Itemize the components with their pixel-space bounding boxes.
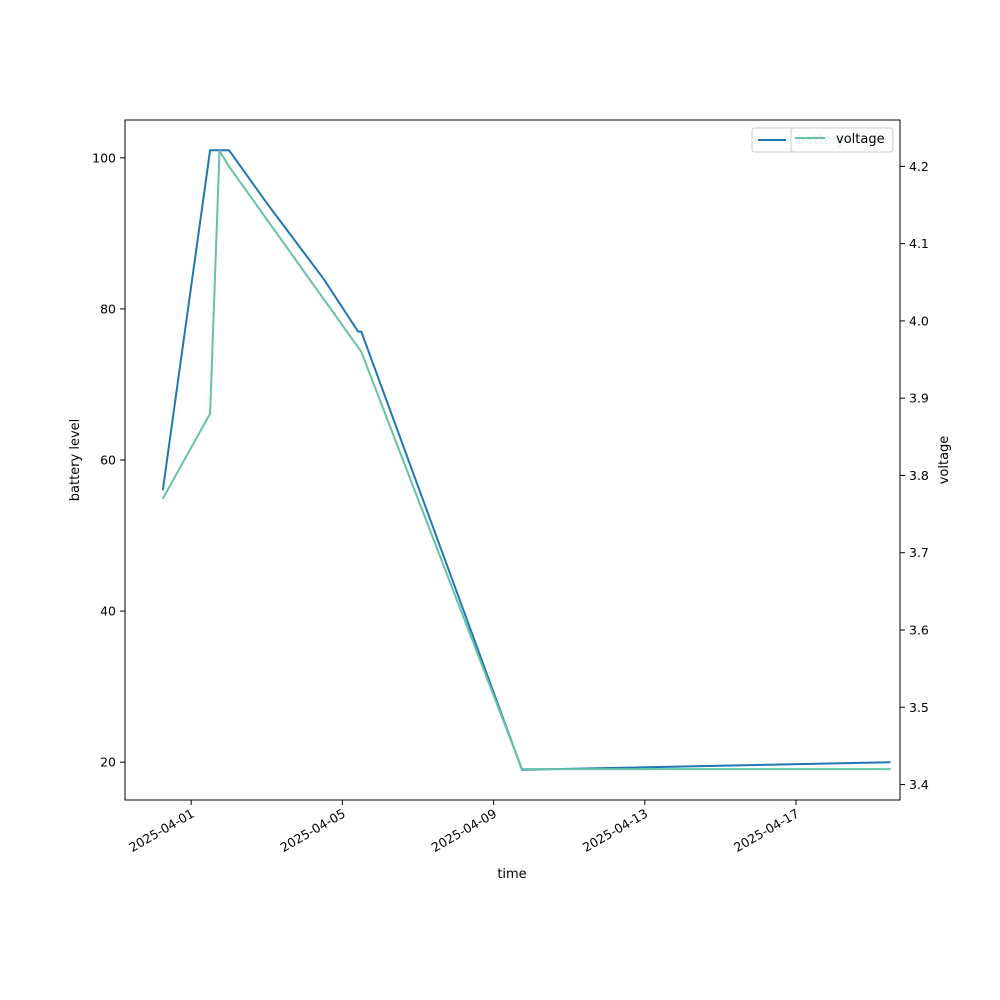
- y-tick-label: 40: [100, 604, 116, 619]
- plot-frame: [124, 119, 901, 801]
- series-line-battery: [161, 149, 891, 771]
- legend-voltage-box: [790, 127, 894, 153]
- x-tick-label: 2025-04-09: [429, 806, 499, 855]
- y-tick-label: 80: [100, 301, 116, 316]
- series-layer: [161, 149, 891, 771]
- y2-tick-label: 3.9: [909, 391, 929, 406]
- y2-tick-label: 3.4: [909, 777, 929, 792]
- y2-axis-label: voltage: [937, 436, 952, 485]
- y-tick-label: 60: [100, 453, 116, 468]
- y-axis-left: 20 40 60 80 100: [92, 150, 125, 770]
- y2-tick-label: 4.1: [909, 236, 929, 251]
- x-tick-label: 2025-04-13: [580, 806, 650, 855]
- y2-tick-label: 3.7: [909, 545, 929, 560]
- x-axis-label: time: [497, 867, 526, 882]
- x-axis: 2025-04-01 2025-04-05 2025-04-09 2025-04-13…: [126, 800, 802, 855]
- y2-tick-label: 4.0: [909, 313, 929, 328]
- y2-tick-label: 4.2: [909, 159, 929, 174]
- y2-tick-label: 3.6: [909, 623, 929, 638]
- y2-tick-label: 3.5: [909, 700, 929, 715]
- y-axis-right: 3.4 3.5 3.6 3.7 3.8 3.9 4.0 4.1 4.2: [900, 159, 929, 792]
- x-tick-label: 2025-04-17: [731, 806, 801, 855]
- y-tick-label: 20: [100, 755, 116, 770]
- y-tick-label: 100: [92, 150, 116, 165]
- legend-voltage: voltage: [790, 127, 894, 153]
- series-line-voltage: [161, 149, 891, 771]
- x-tick-label: 2025-04-05: [277, 806, 347, 855]
- legend-voltage-label: voltage: [836, 132, 885, 147]
- x-tick-label: 2025-04-01: [126, 806, 196, 855]
- y2-tick-label: 3.8: [909, 468, 929, 483]
- y-axis-label: battery level: [68, 419, 83, 502]
